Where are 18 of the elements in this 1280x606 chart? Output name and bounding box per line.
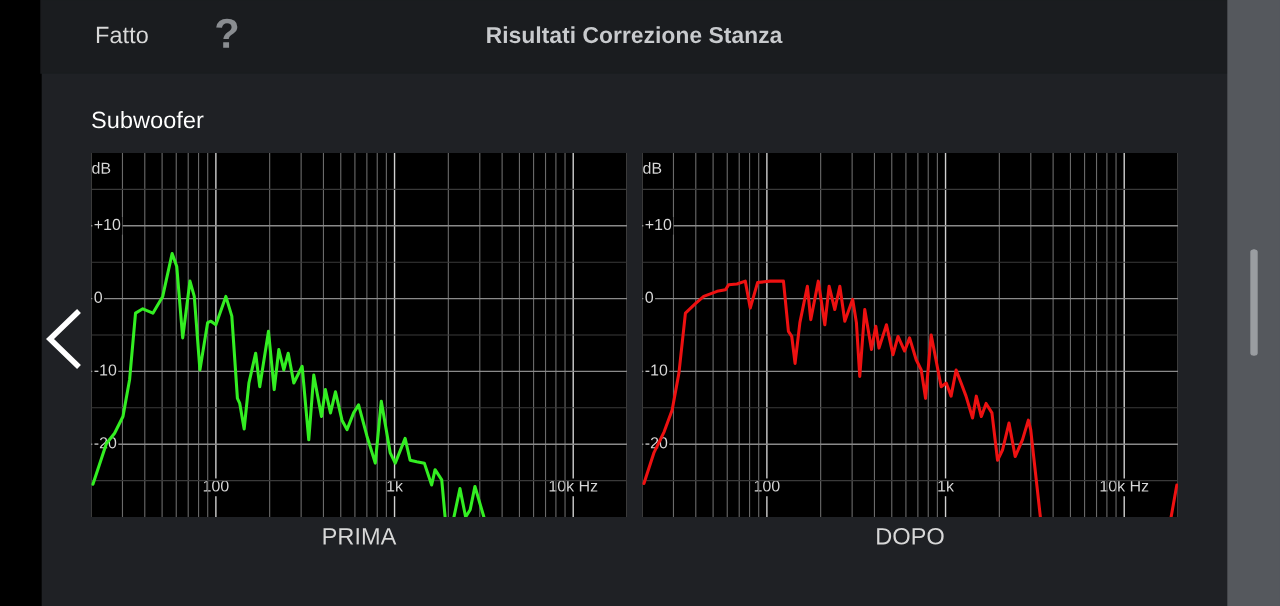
y-tick-label: -10 xyxy=(94,364,117,376)
y-axis-title: dB xyxy=(643,162,662,174)
y-axis-title: dB xyxy=(92,162,111,174)
y-tick-label: 0 xyxy=(94,291,103,303)
x-tick-label: 10k Hz xyxy=(1100,479,1149,492)
y-tick-label: +10 xyxy=(94,218,121,231)
x-axis-title: PRIMA xyxy=(323,528,397,545)
y-tick-label: -10 xyxy=(645,364,668,376)
text: Fatto xyxy=(96,26,148,44)
x-tick-label: 1k xyxy=(387,479,404,492)
chart-subtitle: Subwoofer xyxy=(92,111,204,129)
x-axis-title: DOPO xyxy=(877,527,944,545)
y-tick-label: +10 xyxy=(645,218,672,231)
y-tick-label: 0 xyxy=(645,291,654,303)
text: ? xyxy=(216,18,238,48)
x-tick-label: 1k xyxy=(938,479,955,492)
x-tick-label: 10k Hz xyxy=(549,479,598,492)
chart-title: Risultati Correzione Stanza xyxy=(487,26,783,44)
